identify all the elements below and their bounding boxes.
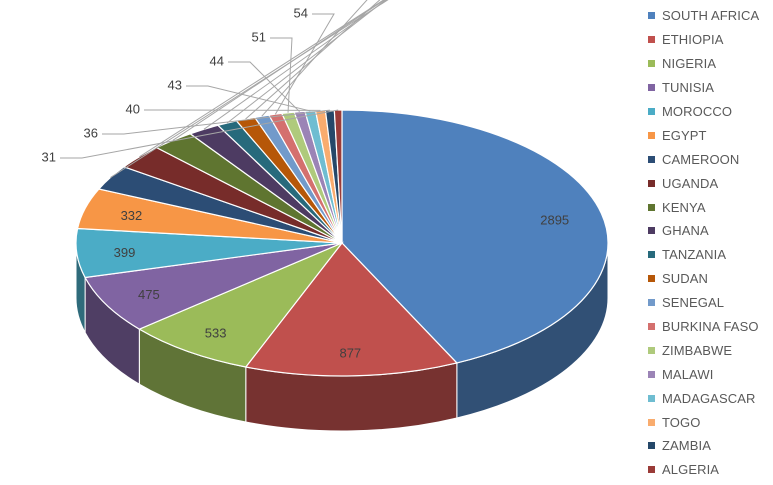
leader-line-madagascar <box>186 85 311 112</box>
legend-swatch-kenya <box>648 203 655 211</box>
pie-slice-ethiopia <box>244 242 458 377</box>
data-label-ethiopia: 877 <box>339 345 361 360</box>
legend-swatch-ghana <box>648 227 655 235</box>
legend-label-zimbabwe: ZIMBABWE <box>662 342 733 358</box>
leader-line-burkina-faso <box>274 13 335 115</box>
legend-item-egypt: EGYPT <box>648 123 772 147</box>
pie-labels: 2895877533475399332313640434451546079831… <box>42 0 569 360</box>
legend-item-algeria: ALGERIA <box>648 458 772 482</box>
legend-label-tanzania: TANZANIA <box>662 247 727 263</box>
pie-slice-nigeria <box>137 241 344 368</box>
legend-swatch-tunisia <box>648 84 655 92</box>
data-label-madagascar: 43 <box>168 77 182 92</box>
legend-label-togo: TOGO <box>662 414 701 430</box>
legend-swatch-togo <box>648 418 655 426</box>
data-label-algeria: 31 <box>42 149 56 164</box>
leader-line-zimbabwe <box>270 37 293 113</box>
leader-line-zambia <box>102 109 330 135</box>
legend-item-ghana: GHANA <box>648 219 772 243</box>
legend-label-kenya: KENYA <box>662 199 706 215</box>
legend-item-malawi: MALAWI <box>648 362 772 386</box>
legend-item-tanzania: TANZANIA <box>648 243 772 267</box>
leader-line-senegal <box>261 0 368 117</box>
legend-swatch-egypt <box>648 131 655 139</box>
legend-label-zambia: ZAMBIA <box>662 438 711 454</box>
legend-swatch-cameroon <box>648 155 655 163</box>
legend-label-malawi: MALAWI <box>662 366 714 382</box>
legend-label-cameroon: CAMEROON <box>662 151 740 167</box>
legend-item-uganda: UGANDA <box>648 171 772 195</box>
leader-line-sudan <box>245 0 381 120</box>
legend-swatch-madagascar <box>648 394 655 402</box>
legend-item-south-africa: SOUTH AFRICA <box>648 4 772 28</box>
legend-label-burkina-faso: BURKINA FASO <box>662 319 759 335</box>
legend-swatch-nigeria <box>648 60 655 68</box>
legend-label-senegal: SENEGAL <box>662 295 725 311</box>
pie-tops <box>75 109 609 377</box>
legend-item-sudan: SUDAN <box>648 267 772 291</box>
data-label-burkina-faso: 54 <box>294 5 308 20</box>
legend-swatch-burkina-faso <box>648 323 655 331</box>
legend-swatch-algeria <box>648 466 655 474</box>
data-label-morocco: 399 <box>114 245 136 260</box>
legend-item-cameroon: CAMEROON <box>648 147 772 171</box>
legend-item-ethiopia: ETHIOPIA <box>648 28 772 52</box>
legend-label-south-africa: SOUTH AFRICA <box>662 8 760 24</box>
legend-label-ethiopia: ETHIOPIA <box>662 32 724 48</box>
legend-swatch-malawi <box>648 370 655 378</box>
legend-label-egypt: EGYPT <box>662 127 707 143</box>
legend-item-morocco: MOROCCO <box>648 100 772 124</box>
leader-line-tanzania <box>226 0 387 124</box>
legend-label-sudan: SUDAN <box>662 271 709 287</box>
legend-label-tunisia: TUNISIA <box>662 80 714 96</box>
pie-slice-tunisia <box>84 242 343 330</box>
chart-legend: SOUTH AFRICA ETHIOPIA NIGERIA TUNISIA MOROCC… <box>648 4 772 482</box>
leader-line-cameroon <box>110 0 389 179</box>
leader-line-algeria <box>60 109 339 159</box>
legend-item-burkina-faso: BURKINA FASO <box>648 315 772 339</box>
data-label-zambia: 36 <box>84 125 98 140</box>
data-label-malawi: 44 <box>210 53 224 68</box>
legend-swatch-south-africa <box>648 12 655 20</box>
data-label-togo: 40 <box>126 101 140 116</box>
legend-swatch-sudan <box>648 275 655 283</box>
data-label-egypt: 332 <box>121 208 143 223</box>
legend-item-tunisia: TUNISIA <box>648 76 772 100</box>
legend-label-uganda: UGANDA <box>662 175 719 191</box>
legend-item-nigeria: NIGERIA <box>648 52 772 76</box>
data-label-south-africa: 2895 <box>540 212 569 227</box>
leader-line-malawi <box>228 61 300 113</box>
legend-swatch-ethiopia <box>648 36 655 44</box>
legend-swatch-uganda <box>648 179 655 187</box>
legend-label-nigeria: NIGERIA <box>662 56 717 72</box>
legend-item-togo: TOGO <box>648 410 772 434</box>
legend-swatch-morocco <box>648 108 655 115</box>
legend-label-madagascar: MADAGASCAR <box>662 390 756 406</box>
legend-label-ghana: GHANA <box>662 223 709 239</box>
legend-item-senegal: SENEGAL <box>648 291 772 315</box>
leader-line-ghana <box>203 0 388 130</box>
legend-swatch-zimbabwe <box>648 346 655 354</box>
legend-item-zimbabwe: ZIMBABWE <box>648 338 772 362</box>
pie-slice-south-africa <box>341 109 609 364</box>
legend-label-algeria: ALGERIA <box>662 462 720 478</box>
legend-item-madagascar: MADAGASCAR <box>648 386 772 410</box>
legend-swatch-senegal <box>648 299 655 307</box>
legend-label-morocco: MOROCCO <box>662 104 733 119</box>
data-label-zimbabwe: 51 <box>252 29 266 44</box>
legend-item-kenya: KENYA <box>648 195 772 219</box>
legend-item-zambia: ZAMBIA <box>648 434 772 458</box>
data-label-tunisia: 475 <box>138 287 160 302</box>
legend-swatch-zambia <box>648 442 655 450</box>
data-label-nigeria: 533 <box>205 325 227 340</box>
leader-line-uganda <box>139 0 385 158</box>
legend-swatch-tanzania <box>648 251 655 259</box>
